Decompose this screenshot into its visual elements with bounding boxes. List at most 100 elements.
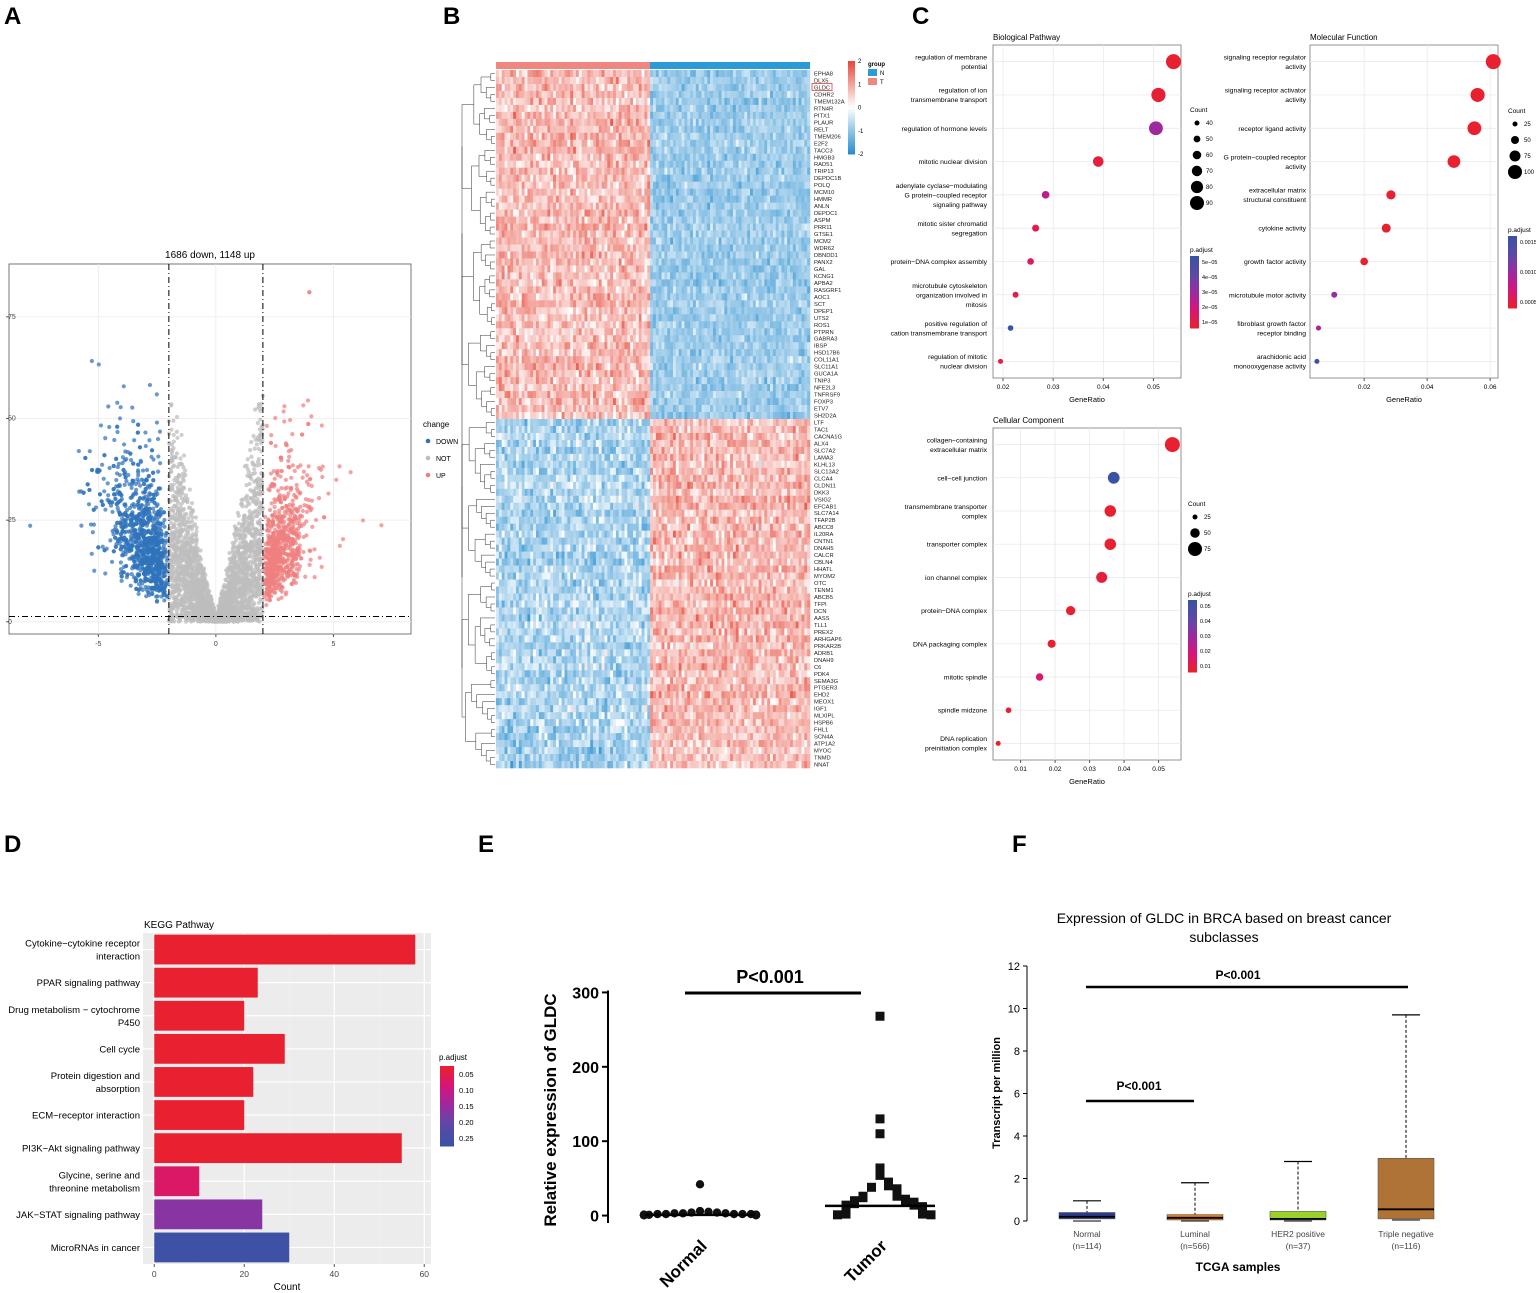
volcano-point-not: [243, 595, 247, 599]
volcano-point-not: [169, 532, 173, 536]
volcano-point-not: [248, 509, 252, 513]
volcano-point-not: [227, 551, 231, 555]
volcano-point-not: [177, 619, 181, 623]
volcano-point-not: [190, 580, 194, 584]
volcano-point-not: [228, 599, 232, 603]
volcano-point-not: [204, 618, 208, 622]
volcano-point-not: [170, 565, 174, 569]
volcano-point-not: [172, 560, 176, 564]
volcano-point-not: [210, 601, 214, 605]
volcano-point-not: [176, 501, 180, 505]
volcano-point-not: [182, 554, 186, 558]
volcano-point-not: [206, 589, 210, 593]
volcano-point-not: [169, 469, 173, 473]
volcano-point-not: [246, 457, 250, 461]
volcano-point-not: [191, 509, 195, 513]
volcano-point-not: [253, 527, 257, 531]
volcano-point-not: [241, 561, 245, 565]
volcano-title: 1686 down, 1148 up: [165, 250, 255, 261]
volcano-point-not: [258, 409, 262, 413]
volcano-point-not: [176, 565, 180, 569]
volcano-point-not: [227, 590, 231, 594]
volcano-point-not: [174, 496, 178, 500]
volcano-point-not: [248, 602, 252, 606]
volcano-point-not: [185, 500, 189, 504]
volcano-point-not: [254, 612, 258, 616]
volcano-point-not: [216, 608, 220, 612]
volcano-point-not: [178, 456, 182, 460]
volcano-point-not: [170, 592, 174, 596]
volcano-point-not: [179, 549, 183, 553]
volcano-point-not: [186, 541, 190, 545]
volcano-point-not: [196, 568, 200, 572]
volcano-point-not: [195, 577, 199, 581]
volcano-point-not: [251, 617, 255, 621]
volcano-point-not: [243, 587, 247, 591]
volcano-point-not: [176, 606, 180, 610]
volcano-point-not: [257, 573, 261, 577]
volcano-point-not: [179, 614, 183, 618]
volcano-point-not: [178, 602, 182, 606]
volcano-point-not: [253, 585, 257, 589]
volcano-point-not: [190, 519, 194, 523]
volcano-point-not: [171, 419, 175, 423]
volcano-point-not: [250, 568, 254, 572]
volcano-point-not: [212, 607, 216, 611]
volcano-point-not: [186, 532, 190, 536]
volcano-point-not: [260, 605, 264, 609]
volcano-point-not: [258, 597, 262, 601]
volcano-point-not: [244, 526, 248, 530]
volcano-point-not: [234, 527, 238, 531]
volcano-point-not: [195, 612, 199, 616]
volcano-point-not: [247, 544, 251, 548]
figure: A B C D E F 1686 down, 1148 up -5 0 502550…: [0, 0, 1536, 1293]
volcano-point-not: [181, 579, 185, 583]
volcano-point-not: [202, 566, 206, 570]
volcano-point-not: [173, 455, 177, 459]
volcano-point-not: [249, 522, 253, 526]
volcano-point-not: [249, 455, 253, 459]
volcano-point-not: [186, 558, 190, 562]
volcano-point-not: [190, 551, 194, 555]
volcano-point-not: [178, 534, 182, 538]
volcano-point-not: [231, 617, 235, 621]
volcano-point-not: [178, 510, 182, 514]
panel-label-b: B: [443, 3, 460, 30]
volcano-point-not: [257, 404, 261, 408]
volcano-point-not: [170, 619, 174, 623]
volcano-point-not: [204, 610, 208, 614]
volcano-point-not: [175, 583, 179, 587]
volcano-point-not: [244, 496, 248, 500]
volcano-point-not: [237, 514, 241, 518]
volcano-point-not: [185, 614, 189, 618]
panel-label-e: E: [478, 831, 494, 858]
volcano-point-not: [259, 586, 263, 590]
volcano-point-not: [252, 463, 256, 467]
volcano-point-not: [180, 519, 184, 523]
volcano-point-not: [194, 585, 198, 589]
volcano-point-not: [185, 566, 189, 570]
volcano-point-not: [249, 440, 253, 444]
volcano-point-not: [172, 575, 176, 579]
volcano-point-not: [255, 564, 259, 568]
volcano-point-not: [248, 611, 252, 615]
volcano-point-not: [237, 609, 241, 613]
volcano-point-not: [252, 601, 256, 605]
volcano-point-not: [205, 580, 209, 584]
volcano-point-not: [234, 581, 238, 585]
volcano-point-not: [173, 579, 177, 583]
volcano-point-not: [171, 508, 175, 512]
volcano-point-not: [255, 502, 259, 506]
volcano-point-not: [190, 570, 194, 574]
volcano-point-not: [220, 596, 224, 600]
volcano-point-not: [237, 521, 241, 525]
panel-label-c: C: [912, 3, 929, 30]
volcano-point-not: [252, 434, 256, 438]
volcano-point-not: [176, 572, 180, 576]
volcano-point-not: [247, 572, 251, 576]
volcano-point-not: [175, 415, 179, 419]
volcano-point-not: [194, 515, 198, 519]
volcano-point-not: [170, 608, 174, 612]
volcano-point-not: [238, 526, 242, 530]
volcano-point-not: [241, 540, 245, 544]
